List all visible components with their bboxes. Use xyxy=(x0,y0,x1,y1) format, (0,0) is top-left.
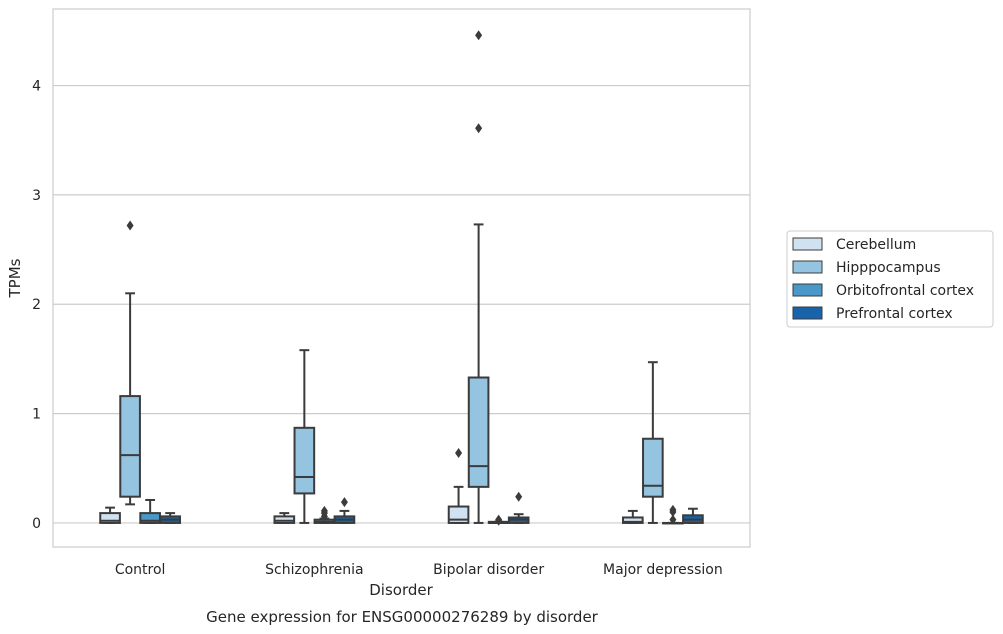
y-tick-labels: 0 1 2 3 4 xyxy=(32,79,41,532)
outlier-point xyxy=(340,497,348,508)
box-groups xyxy=(99,30,704,526)
box-iqr xyxy=(119,395,141,498)
outlier-point xyxy=(669,504,677,515)
legend-label: Cerebellum xyxy=(836,237,916,253)
legend-swatch xyxy=(792,237,823,251)
legend-label: Prefrontal cortex xyxy=(836,306,953,322)
box-iqr xyxy=(621,516,644,524)
legend-swatch xyxy=(792,306,823,320)
box-iqr xyxy=(99,512,121,524)
outlier-point xyxy=(126,220,134,231)
outlier-point xyxy=(455,447,463,458)
x-tick-labels: Control Schizophrenia Bipolar disorder Majo… xyxy=(115,562,723,578)
box-group xyxy=(99,506,121,524)
y-tick-label: 1 xyxy=(32,407,41,423)
box-iqr xyxy=(273,515,296,524)
box-group xyxy=(159,512,182,524)
x-tick-label: Major depression xyxy=(603,562,723,578)
legend-frame xyxy=(786,230,994,328)
outlier-point xyxy=(475,30,483,41)
box-iqr xyxy=(293,426,316,495)
outlier-point xyxy=(515,491,523,502)
x-tick-label: Bipolar disorder xyxy=(433,562,544,578)
legend-label: Orbitofrontal cortex xyxy=(836,283,974,299)
y-tick-label: 0 xyxy=(32,516,41,532)
box-group xyxy=(333,497,356,524)
box-group xyxy=(642,361,664,524)
box-group xyxy=(682,507,704,524)
x-tick-label: Control xyxy=(115,562,166,578)
legend-label: Hipppocampus xyxy=(836,260,941,276)
plot-background xyxy=(53,9,750,547)
y-tick-label: 4 xyxy=(32,79,41,95)
legend: Cerebellum Hipppocampus Orbitofrontal cort… xyxy=(786,230,994,328)
x-axis-label: Disorder xyxy=(369,581,433,599)
box-group xyxy=(119,220,141,506)
y-tick-label: 3 xyxy=(32,188,41,204)
y-tick-label: 2 xyxy=(32,297,41,313)
box-group xyxy=(313,505,336,524)
x-tick-label: Schizophrenia xyxy=(265,562,363,578)
outlier-point xyxy=(475,123,483,134)
plot-frame xyxy=(52,8,751,548)
box-iqr xyxy=(467,376,490,488)
outlier-point xyxy=(669,514,677,525)
box-group xyxy=(507,491,530,524)
chart-caption: Gene expression for ENSG00000276289 by d… xyxy=(206,608,599,626)
legend-swatch xyxy=(792,283,823,297)
box-iqr xyxy=(642,437,664,498)
box-group xyxy=(467,30,490,524)
box-group xyxy=(273,512,296,524)
box-group xyxy=(447,447,470,524)
outlier-point xyxy=(320,505,328,516)
y-axis-label: TPMs xyxy=(6,258,24,298)
box-group xyxy=(293,349,316,524)
box-group xyxy=(621,509,644,524)
legend-swatch xyxy=(792,260,823,274)
outlier-point xyxy=(495,514,503,525)
